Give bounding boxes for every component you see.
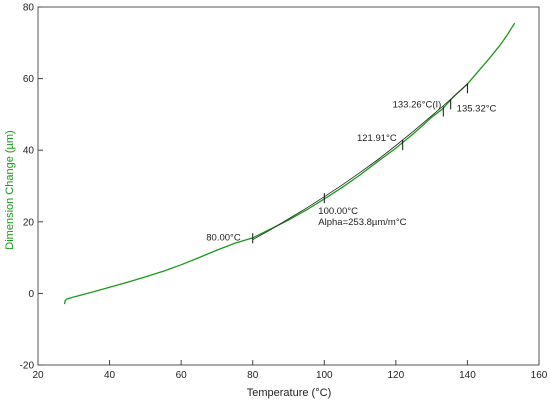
marker-layer <box>252 83 468 244</box>
x-tick-label: 40 <box>104 370 116 381</box>
y-tick-label: 60 <box>23 74 35 85</box>
fit-segment-line <box>252 83 468 241</box>
axis-ticks: 20 40 60 80 100 120 140 160 -20 0 20 40 60 80 <box>20 3 548 382</box>
y-tick-label: 0 <box>28 289 34 300</box>
x-tick-label: 20 <box>32 370 44 381</box>
annotation-label: 80.00°C <box>206 232 241 243</box>
y-tick-label: -20 <box>20 361 35 372</box>
x-tick-label: 60 <box>176 370 188 381</box>
x-tick-label: 100 <box>316 370 333 381</box>
x-axis-title: Temperature (°C) <box>247 387 331 399</box>
annotation-label: 135.32°C <box>457 103 497 114</box>
x-tick-label: 80 <box>247 370 259 381</box>
x-tick-label: 140 <box>459 370 476 381</box>
y-axis-title: Dimension Change (µm) <box>4 130 16 249</box>
annotation-label: Alpha=253.8µm/m°C <box>318 217 406 228</box>
annotation-label: 100.00°C <box>318 206 358 217</box>
plot-area <box>37 6 540 366</box>
y-tick-label: 40 <box>23 146 35 157</box>
series-layer <box>63 22 516 305</box>
annotation-label: 121.91°C <box>357 133 397 144</box>
x-tick-label: 160 <box>531 370 548 381</box>
y-tick-label: 20 <box>23 217 35 228</box>
x-tick-label: 120 <box>388 370 405 381</box>
annotation-label: 133.26°C(I) <box>393 100 442 111</box>
y-tick-label: 80 <box>23 3 35 14</box>
